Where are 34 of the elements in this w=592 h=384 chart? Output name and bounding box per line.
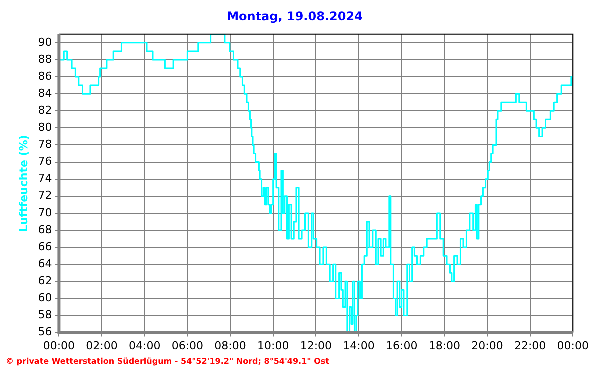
x-tick-label: 18:00 xyxy=(428,339,461,352)
y-tick-label: 82 xyxy=(38,104,52,117)
x-tick-label: 04:00 xyxy=(129,339,161,352)
y-tick-label: 74 xyxy=(38,172,52,186)
x-tick-label: 00:00 xyxy=(557,339,589,352)
y-tick-label: 70 xyxy=(38,206,52,220)
y-tick-label: 56 xyxy=(38,326,52,339)
text: © private Wetterstation Süderlügum - 54°52'19.2" Nord; 8°54'49.1" Ost xyxy=(6,357,330,366)
y-tick-label: 80 xyxy=(38,121,52,134)
y-tick-label: 62 xyxy=(38,274,52,288)
x-tick-label: 02:00 xyxy=(86,339,118,352)
y-tick-label: 72 xyxy=(38,189,52,202)
y-tick-label: 86 xyxy=(38,70,52,83)
x-tick-label: 12:00 xyxy=(300,339,332,352)
y-tick-label: 58 xyxy=(38,308,52,322)
y-tick-label: 76 xyxy=(38,155,52,168)
y-tick-label: 64 xyxy=(38,257,52,270)
x-tick-label: 16:00 xyxy=(386,339,418,352)
x-tick-label: 08:00 xyxy=(214,339,246,352)
chart-title: Montag, 19.08.2024 xyxy=(227,9,363,24)
y-tick-label: 84 xyxy=(38,86,52,100)
y-tick-label: 88 xyxy=(38,52,52,66)
x-tick-label: 06:00 xyxy=(172,339,204,352)
x-tick-label: 22:00 xyxy=(514,339,546,352)
y-tick-label: 60 xyxy=(38,292,52,305)
x-tick-label: 00:00 xyxy=(43,339,76,352)
x-tick-label: 14:00 xyxy=(343,339,375,352)
y-tick-label: 90 xyxy=(38,36,52,49)
x-tick-label: 10:00 xyxy=(257,339,290,352)
x-tick-label: 20:00 xyxy=(472,339,504,352)
y-tick-label: 78 xyxy=(38,138,52,152)
y-tick-label: 66 xyxy=(38,240,52,254)
y-axis-title: Luftfeuchte (%) xyxy=(17,135,30,232)
y-tick-label: 68 xyxy=(38,223,52,236)
